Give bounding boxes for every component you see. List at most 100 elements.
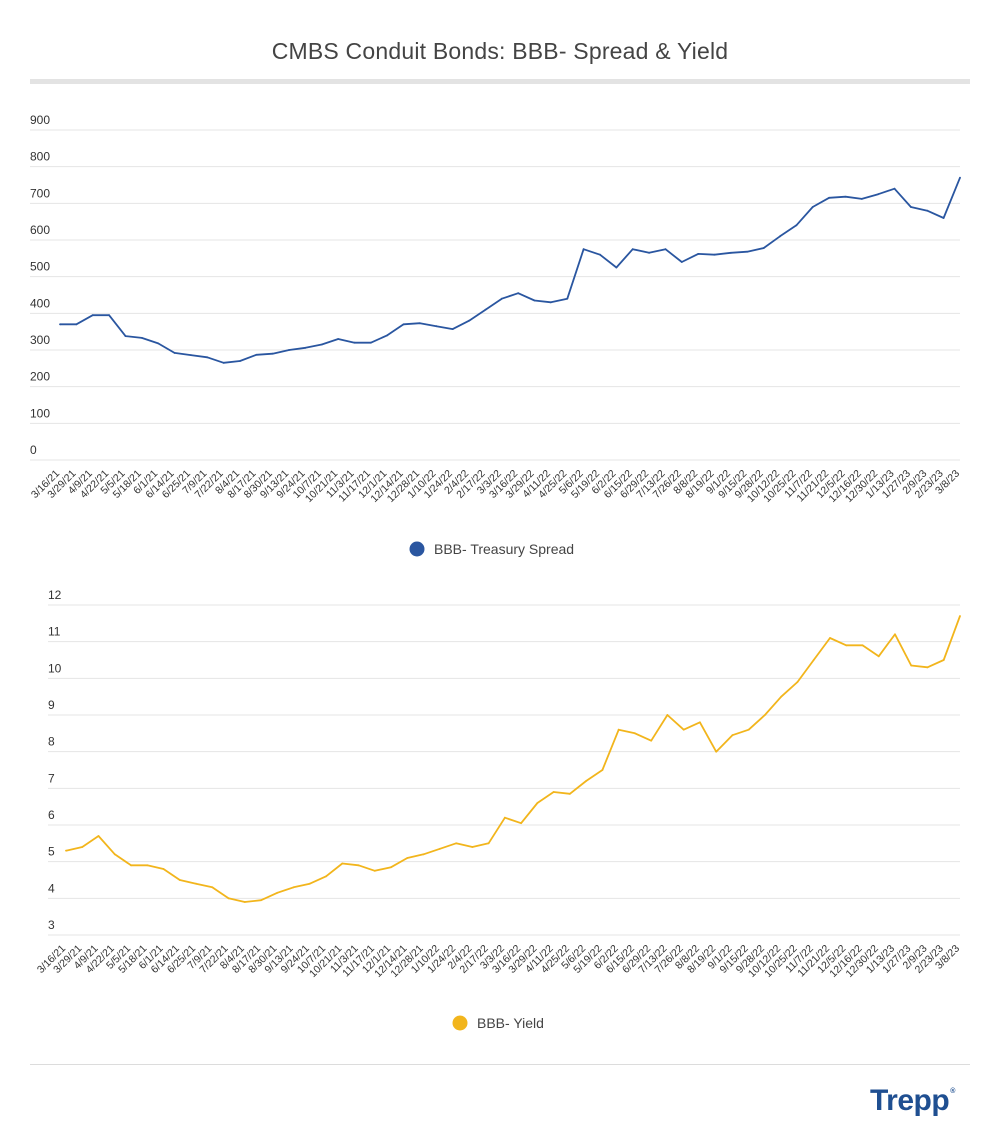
y-tick-label: 400 <box>30 296 50 310</box>
data-point <box>386 334 389 337</box>
data-point <box>341 862 344 865</box>
data-point <box>195 882 197 885</box>
data-point <box>601 769 604 771</box>
data-point <box>370 341 372 344</box>
data-point <box>308 882 311 885</box>
y-tick-label: 5 <box>48 845 55 859</box>
data-point <box>926 666 929 669</box>
data-point <box>173 352 176 354</box>
legend-label: BBB- Treasury Spread <box>434 541 574 557</box>
data-point <box>130 864 132 867</box>
data-point <box>108 314 110 317</box>
data-point <box>699 721 701 724</box>
data-point <box>65 849 67 852</box>
data-point <box>631 248 634 251</box>
data-point <box>353 341 356 344</box>
data-point <box>566 297 569 300</box>
data-point <box>713 253 716 256</box>
data-point <box>419 322 421 325</box>
data-point <box>140 337 143 339</box>
data-point <box>422 853 425 856</box>
y-tick-label: 7 <box>48 771 55 785</box>
data-point <box>893 187 896 190</box>
data-point <box>910 206 912 208</box>
data-point <box>75 323 78 326</box>
data-point <box>357 864 360 867</box>
data-point <box>812 659 815 661</box>
data-point <box>568 792 571 795</box>
data-point <box>844 195 847 198</box>
data-point <box>650 739 653 742</box>
data-point <box>615 266 618 269</box>
data-point <box>162 868 165 870</box>
data-point <box>829 637 831 639</box>
data-point <box>325 875 327 878</box>
data-point <box>664 248 667 251</box>
data-point <box>634 732 636 735</box>
data-point <box>288 349 290 351</box>
data-point <box>747 728 750 731</box>
data-point <box>373 869 376 872</box>
data-point <box>91 314 94 317</box>
spread-chart: 01002003004005006007008009003/16/213/29/… <box>29 113 962 557</box>
data-point <box>795 224 798 227</box>
data-point <box>779 235 781 238</box>
data-point <box>178 879 181 881</box>
y-tick-label: 600 <box>30 223 50 237</box>
series-line <box>65 615 961 903</box>
data-point <box>552 791 555 793</box>
y-tick-label: 3 <box>48 918 55 932</box>
data-point <box>697 253 700 255</box>
data-point <box>550 301 552 304</box>
data-point <box>582 248 585 251</box>
data-point <box>648 251 650 254</box>
data-point <box>517 292 520 295</box>
data-point <box>910 664 913 667</box>
data-point <box>959 615 961 617</box>
y-tick-label: 900 <box>30 113 50 127</box>
data-point <box>243 901 246 903</box>
data-point <box>471 846 474 848</box>
data-point <box>796 681 799 683</box>
data-point <box>211 886 214 889</box>
data-point <box>682 728 685 731</box>
y-tick-label: 500 <box>30 260 50 274</box>
data-point <box>320 343 323 346</box>
data-point <box>828 196 830 199</box>
data-point <box>146 864 149 867</box>
data-point <box>337 338 340 340</box>
data-point <box>438 847 441 850</box>
data-point <box>811 206 814 208</box>
data-point <box>877 655 880 658</box>
data-point <box>533 299 536 302</box>
data-point <box>451 328 454 330</box>
data-point <box>746 250 749 253</box>
data-point <box>260 899 262 902</box>
y-tick-label: 10 <box>48 661 62 675</box>
data-point <box>406 857 409 859</box>
data-point <box>845 644 848 647</box>
title-divider <box>30 79 970 84</box>
data-point <box>877 193 880 196</box>
data-point <box>157 342 160 345</box>
data-point <box>894 633 896 636</box>
y-tick-label: 800 <box>30 150 50 164</box>
data-point <box>276 891 279 894</box>
data-point <box>942 659 945 661</box>
y-tick-label: 300 <box>30 333 50 347</box>
data-point <box>861 644 864 647</box>
data-point <box>942 217 945 219</box>
data-point <box>520 822 523 825</box>
data-point <box>487 842 490 845</box>
data-point <box>468 319 470 322</box>
y-tick-label: 11 <box>48 625 61 639</box>
data-point <box>59 323 61 326</box>
data-point <box>500 297 503 300</box>
data-point <box>780 695 783 698</box>
data-point <box>959 176 961 179</box>
data-point <box>536 802 539 804</box>
y-tick-label: 4 <box>48 881 55 895</box>
y-tick-label: 0 <box>30 443 37 457</box>
data-point <box>402 323 405 326</box>
